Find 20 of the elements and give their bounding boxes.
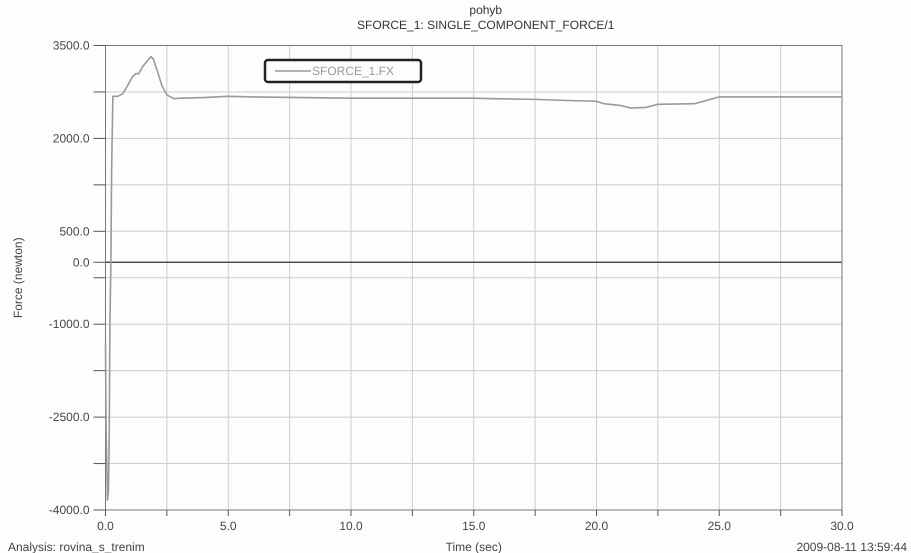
y-tick-label: 3500.0 [52, 38, 90, 52]
legend-label: SFORCE_1.FX [312, 64, 394, 78]
x-tick-label: 20.0 [584, 519, 608, 533]
x-tick-label: 30.0 [830, 519, 854, 533]
x-tick-label: 15.0 [462, 519, 486, 533]
y-tick-label: -4000.0 [48, 503, 90, 517]
x-tick-label: 10.0 [339, 519, 363, 533]
chart-subtitle: SFORCE_1: SINGLE_COMPONENT_FORCE/1 [357, 18, 615, 32]
x-tick-label: 0.0 [97, 519, 114, 533]
y-tick-label: 0.0 [72, 255, 90, 270]
y-tick-label: -2500.0 [48, 410, 90, 424]
text: 2009-08-11 13:59:44 [796, 540, 908, 553]
x-tick-label: 25.0 [708, 519, 732, 533]
x-tick-label: 5.0 [220, 519, 237, 533]
y-tick-label: 2000.0 [52, 131, 90, 146]
y-axis-title: Force (newton) [11, 237, 25, 318]
y-tick-label: -1000.0 [48, 317, 90, 332]
y-tick-label: 500.0 [59, 224, 90, 238]
chart-title: pohyb [469, 3, 502, 17]
line-series [104, 56, 843, 501]
